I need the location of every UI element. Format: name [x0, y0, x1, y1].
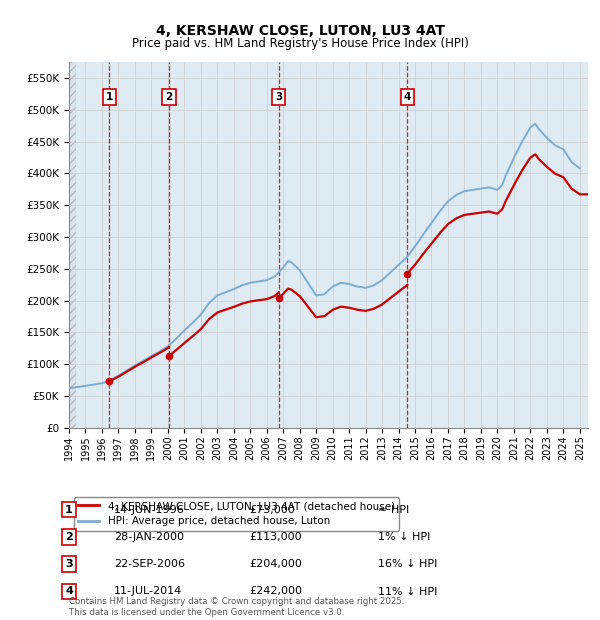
Bar	[278, 62, 407, 428]
Text: ≈ HPI: ≈ HPI	[378, 505, 409, 515]
Text: 11-JUL-2014: 11-JUL-2014	[114, 587, 182, 596]
Text: £242,000: £242,000	[249, 587, 302, 596]
Text: 2: 2	[166, 92, 173, 102]
Bar	[169, 62, 278, 428]
Text: £113,000: £113,000	[249, 532, 302, 542]
Bar	[76, 62, 109, 428]
Text: 2: 2	[65, 532, 73, 542]
Text: 1: 1	[65, 505, 73, 515]
Text: Price paid vs. HM Land Registry's House Price Index (HPI): Price paid vs. HM Land Registry's House …	[131, 37, 469, 50]
Text: 3: 3	[65, 559, 73, 569]
Text: 4, KERSHAW CLOSE, LUTON, LU3 4AT: 4, KERSHAW CLOSE, LUTON, LU3 4AT	[155, 24, 445, 38]
Text: Contains HM Land Registry data © Crown copyright and database right 2025.
This d: Contains HM Land Registry data © Crown c…	[69, 598, 404, 617]
Text: 4: 4	[65, 587, 73, 596]
Text: 14-JUN-1996: 14-JUN-1996	[114, 505, 185, 515]
Bar	[407, 62, 588, 428]
Text: 1% ↓ HPI: 1% ↓ HPI	[378, 532, 430, 542]
Bar	[109, 62, 169, 428]
Text: 1: 1	[106, 92, 113, 102]
Text: £73,000: £73,000	[249, 505, 295, 515]
Legend: 4, KERSHAW CLOSE, LUTON, LU3 4AT (detached house), HPI: Average price, detached : 4, KERSHAW CLOSE, LUTON, LU3 4AT (detach…	[74, 497, 399, 531]
Text: 4: 4	[404, 92, 411, 102]
Text: 16% ↓ HPI: 16% ↓ HPI	[378, 559, 437, 569]
Text: 3: 3	[275, 92, 282, 102]
Text: 22-SEP-2006: 22-SEP-2006	[114, 559, 185, 569]
Text: 28-JAN-2000: 28-JAN-2000	[114, 532, 184, 542]
Bar	[69, 46, 76, 428]
Text: 11% ↓ HPI: 11% ↓ HPI	[378, 587, 437, 596]
Text: £204,000: £204,000	[249, 559, 302, 569]
